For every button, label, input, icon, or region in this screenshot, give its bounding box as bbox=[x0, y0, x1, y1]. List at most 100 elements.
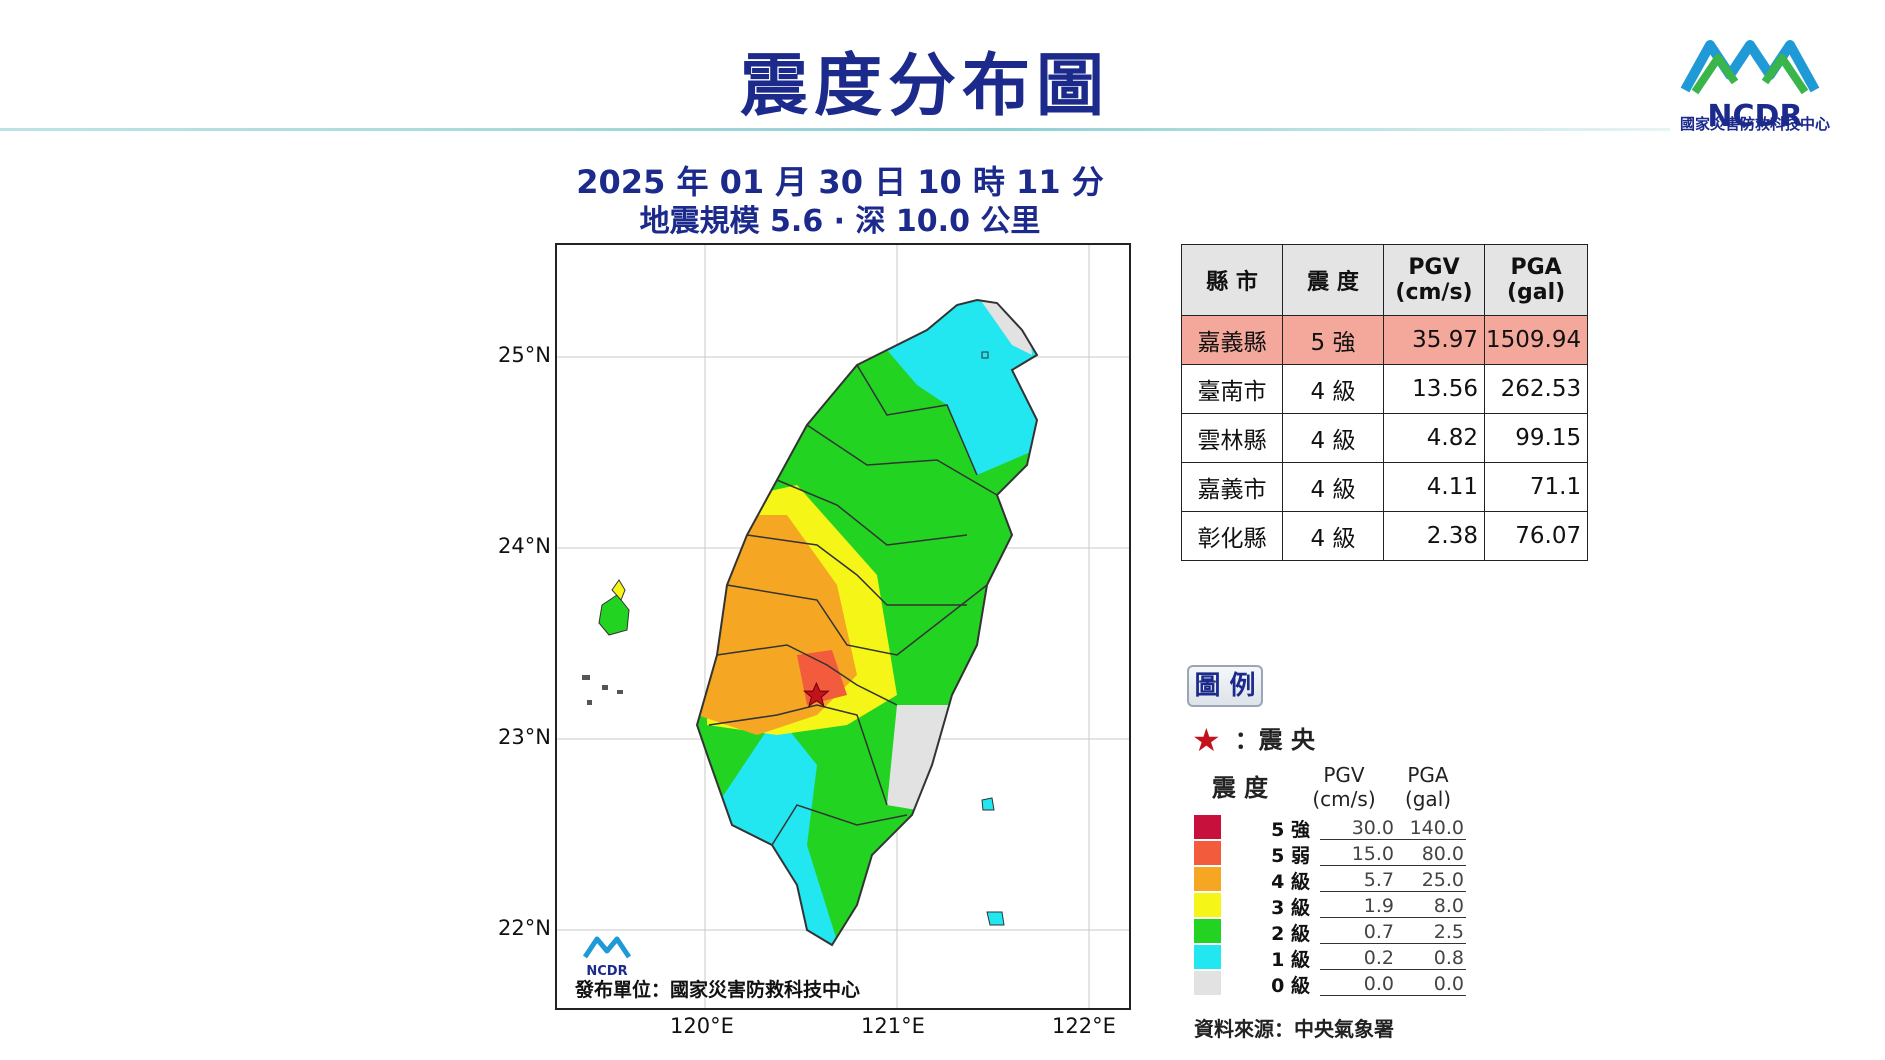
lat-label-23: 23°N bbox=[498, 725, 551, 749]
cell-county: 嘉義縣 bbox=[1181, 315, 1283, 365]
cell-county: 彰化縣 bbox=[1181, 511, 1283, 561]
small-islands bbox=[981, 351, 1005, 926]
event-magnitude-depth: 地震規模 5.6 · 深 10.0 公里 bbox=[639, 204, 1041, 239]
legend-level-row: 4 級 5.7 25.0 bbox=[1194, 867, 1466, 893]
legend-level-label: 1 級 bbox=[1271, 949, 1310, 971]
intensity-map: NCDR bbox=[555, 243, 1131, 1010]
legend-swatch bbox=[1194, 893, 1221, 917]
legend-col-pgv: PGV bbox=[1323, 763, 1365, 787]
legend-epicenter: ★ ：震 央 bbox=[1192, 720, 1315, 759]
legend-level-label: 0 級 bbox=[1271, 975, 1310, 997]
legend-epicenter-label: ：震 央 bbox=[1234, 726, 1316, 754]
cell-intensity: 5 強 bbox=[1282, 315, 1384, 365]
cell-pgv: 4.11 bbox=[1383, 462, 1485, 512]
table-header-row: 縣 市 震 度 PGV (cm/s) PGA (gal) bbox=[1181, 244, 1589, 316]
header-pga: PGA (gal) bbox=[1483, 244, 1589, 316]
epicenter-star-icon bbox=[803, 681, 830, 708]
cell-intensity: 4 級 bbox=[1282, 462, 1384, 512]
cell-pga: 262.53 bbox=[1483, 364, 1589, 414]
cell-pga: 1509.94 bbox=[1483, 315, 1589, 365]
legend-level-row: 1 級 0.2 0.8 bbox=[1194, 945, 1466, 971]
legend-level-pgv: 0.2 bbox=[1320, 947, 1396, 970]
cell-pga: 76.07 bbox=[1483, 511, 1589, 561]
lon-label-121: 121°E bbox=[861, 1014, 925, 1038]
legend-level-pgv: 15.0 bbox=[1320, 843, 1396, 866]
taiwan-coastline bbox=[695, 298, 1039, 947]
intensity-table: 縣 市 震 度 PGV (cm/s) PGA (gal) 嘉義縣 5 強 35.… bbox=[1181, 244, 1589, 561]
table-row: 臺南市 4 級 13.56 262.53 bbox=[1181, 364, 1589, 414]
data-source: 資料來源：中央氣象署 bbox=[1194, 1017, 1394, 1041]
table-row: 嘉義市 4 級 4.11 71.1 bbox=[1181, 462, 1589, 512]
legend-level-row: 2 級 0.7 2.5 bbox=[1194, 919, 1466, 945]
cell-county: 雲林縣 bbox=[1181, 413, 1283, 463]
legend-level-row: 0 級 0.0 0.0 bbox=[1194, 971, 1466, 997]
lon-label-122: 122°E bbox=[1052, 1014, 1116, 1038]
header-pgv-label: PGV bbox=[1408, 255, 1460, 280]
ncdr-logo: NCDR bbox=[1680, 40, 1820, 134]
legend-col-intensity: 震 度 bbox=[1211, 774, 1269, 802]
legend-col-pga: PGA bbox=[1407, 763, 1449, 787]
lat-label-22: 22°N bbox=[498, 916, 551, 940]
legend-level-label: 3 級 bbox=[1271, 897, 1310, 919]
header-pgv-unit: (cm/s) bbox=[1395, 280, 1473, 305]
publisher-text: 發布單位：國家災害防救科技中心 bbox=[575, 979, 861, 1001]
header-intensity: 震 度 bbox=[1282, 244, 1384, 316]
legend-level-pga: 80.0 bbox=[1394, 843, 1466, 866]
table-row: 雲林縣 4 級 4.82 99.15 bbox=[1181, 413, 1589, 463]
county-borders bbox=[708, 364, 998, 846]
cell-intensity: 4 級 bbox=[1282, 364, 1384, 414]
table-row: 彰化縣 4 級 2.38 76.07 bbox=[1181, 511, 1589, 561]
map-canvas: NCDR bbox=[557, 245, 1129, 1008]
header-pga-unit: (gal) bbox=[1506, 280, 1566, 305]
ncdr-logo-text: NCDR bbox=[1707, 99, 1802, 134]
legend-level-pga: 2.5 bbox=[1394, 921, 1466, 944]
legend-level-pgv: 0.0 bbox=[1320, 973, 1396, 996]
legend-level-label: 5 強 bbox=[1271, 819, 1310, 841]
legend-level-pga: 140.0 bbox=[1394, 817, 1466, 840]
legend-level-row: 5 弱 15.0 80.0 bbox=[1194, 841, 1466, 867]
header-pga-label: PGA bbox=[1510, 255, 1562, 280]
header-divider bbox=[0, 128, 1670, 131]
table-row: 嘉義縣 5 強 35.97 1509.94 bbox=[1181, 315, 1589, 365]
org-name: 國家災害防救科技中心 bbox=[1679, 115, 1830, 133]
legend-swatch bbox=[1194, 971, 1221, 995]
cell-county: 嘉義市 bbox=[1181, 462, 1283, 512]
legend-swatch bbox=[1194, 945, 1221, 969]
cell-pgv: 4.82 bbox=[1383, 413, 1485, 463]
legend-star-icon: ★ bbox=[1192, 721, 1221, 759]
header-pgv: PGV (cm/s) bbox=[1383, 244, 1485, 316]
page-title: 震度分布圖 bbox=[739, 47, 1110, 126]
legend-level-pgv: 5.7 bbox=[1320, 869, 1396, 892]
legend-col-pgv-unit: (cm/s) bbox=[1312, 787, 1376, 811]
legend-level-row: 5 強 30.0 140.0 bbox=[1194, 815, 1466, 841]
cell-intensity: 4 級 bbox=[1282, 413, 1384, 463]
legend-swatch bbox=[1194, 841, 1221, 865]
legend-level-pga: 0.0 bbox=[1394, 973, 1466, 996]
legend-swatch bbox=[1194, 815, 1221, 839]
legend-level-pgv: 30.0 bbox=[1320, 817, 1396, 840]
legend-level-label: 5 弱 bbox=[1271, 845, 1310, 867]
legend-col-pga-unit: (gal) bbox=[1404, 787, 1452, 811]
cell-county: 臺南市 bbox=[1181, 364, 1283, 414]
legend-button[interactable]: 圖 例 bbox=[1187, 665, 1263, 707]
cell-pga: 71.1 bbox=[1483, 462, 1589, 512]
legend-level-label: 4 級 bbox=[1271, 871, 1310, 893]
legend-level-pgv: 0.7 bbox=[1320, 921, 1396, 944]
publisher-logo-text: NCDR bbox=[586, 964, 627, 979]
header-county: 縣 市 bbox=[1181, 244, 1283, 316]
legend-swatch bbox=[1194, 919, 1221, 943]
legend-level-label: 2 級 bbox=[1271, 923, 1310, 945]
legend-level-pgv: 1.9 bbox=[1320, 895, 1396, 918]
intensity-shading bbox=[697, 300, 1037, 945]
legend-level-pga: 0.8 bbox=[1394, 947, 1466, 970]
legend-level-pga: 25.0 bbox=[1394, 869, 1466, 892]
legend-swatch bbox=[1194, 867, 1221, 891]
penghu-islands bbox=[582, 579, 630, 705]
lon-label-120: 120°E bbox=[670, 1014, 734, 1038]
cell-pga: 99.15 bbox=[1483, 413, 1589, 463]
legend-level-row: 3 級 1.9 8.0 bbox=[1194, 893, 1466, 919]
lat-label-25: 25°N bbox=[498, 343, 551, 367]
lat-label-24: 24°N bbox=[498, 534, 551, 558]
legend-level-pga: 8.0 bbox=[1394, 895, 1466, 918]
cell-pgv: 13.56 bbox=[1383, 364, 1485, 414]
